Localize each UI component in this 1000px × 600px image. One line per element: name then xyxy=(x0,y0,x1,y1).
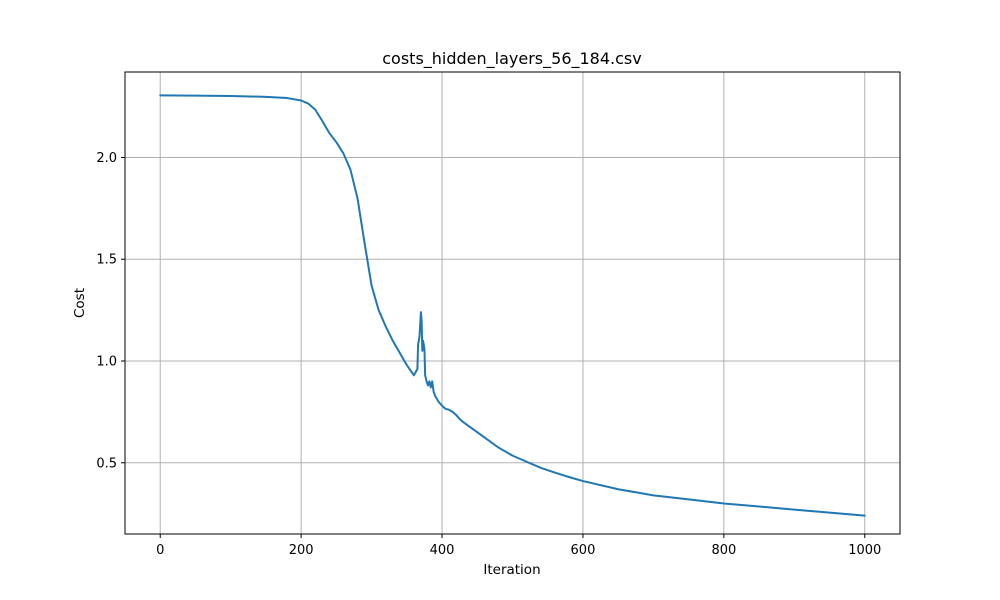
x-axis-label: Iteration xyxy=(483,562,540,578)
y-axis-label: Cost xyxy=(72,288,88,318)
y-tick-label: 2.0 xyxy=(96,151,117,166)
y-tick-label: 1.0 xyxy=(96,355,117,370)
cost-series-line xyxy=(159,94,866,517)
x-tick-label: 1000 xyxy=(848,543,881,558)
ticks: 0 200 400 600 800 1000 0.5 1.0 1.5 2.0 xyxy=(96,151,881,558)
x-tick-label: 800 xyxy=(711,543,736,558)
grid xyxy=(125,72,900,534)
y-tick-label: 0.5 xyxy=(96,456,117,471)
x-tick-label: 0 xyxy=(156,543,164,558)
y-tick-label: 1.5 xyxy=(96,253,117,268)
x-tick-label: 200 xyxy=(289,543,314,558)
plot-frame xyxy=(124,71,901,535)
x-tick-label: 400 xyxy=(430,543,455,558)
x-tick-label: 600 xyxy=(571,543,596,558)
chart-title: costs_hidden_layers_56_184.csv xyxy=(382,49,641,69)
series-layer xyxy=(159,94,866,517)
